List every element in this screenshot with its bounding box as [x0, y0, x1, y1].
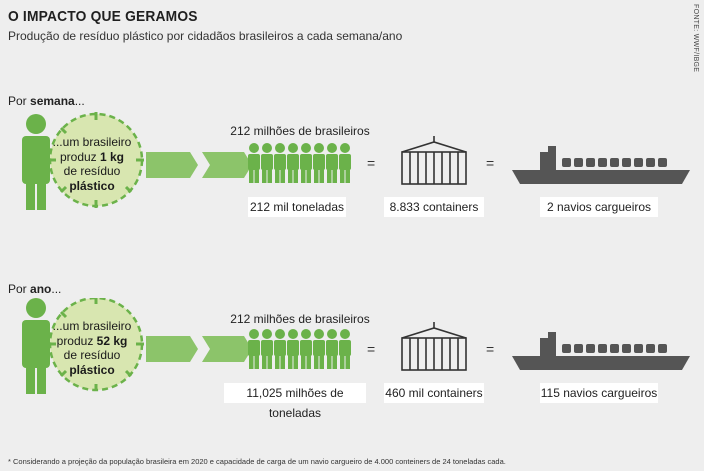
section-label-year: Por ano...: [8, 282, 62, 296]
people-group-icon: [248, 329, 351, 369]
clock-caption: ...um brasileiro produz 52 kg de resíduo…: [52, 319, 132, 377]
week-illustration: = =: [22, 112, 690, 210]
clock-icon: [48, 298, 144, 392]
clock-caption: ...um brasileiro produz 1 kg de resíduo …: [52, 135, 132, 193]
containers-box: 460 mil containers: [384, 383, 484, 403]
source-credit: FONTE: WWF/IBGE: [692, 4, 699, 73]
containers-box: 8.833 containers: [384, 197, 484, 217]
arrow-icon: [146, 336, 252, 362]
week-infographic-row: = = ...um brasileiro produz 1 kg de resí…: [0, 108, 704, 238]
page-subtitle: Produção de resíduo plástico por cidadão…: [8, 29, 403, 43]
people-label: 212 milhões de brasileiros: [230, 124, 370, 138]
footnote: * Considerando a projeção da população b…: [8, 457, 506, 466]
tons-box: 212 mil toneladas: [248, 197, 346, 217]
year-infographic-row: = = ...um brasileiro produz 52 kg de res…: [0, 298, 704, 428]
page-title: O IMPACTO QUE GERAMOS: [8, 8, 198, 25]
section-label-week: Por semana...: [8, 94, 85, 108]
tons-box: 11,025 milhões de toneladas: [224, 383, 366, 420]
container-icon: [401, 136, 467, 185]
cargo-ship-icon: [512, 146, 690, 184]
people-label: 212 milhões de brasileiros: [230, 312, 370, 326]
person-icon: [22, 114, 50, 210]
year-illustration: = =: [22, 298, 690, 394]
container-icon: [401, 322, 467, 371]
ships-box: 115 navios cargueiros: [540, 383, 658, 403]
person-icon: [22, 298, 50, 394]
cargo-ship-icon: [512, 332, 690, 370]
equals-sign: =: [367, 341, 375, 357]
arrow-icon: [146, 152, 252, 178]
equals-sign: =: [486, 341, 494, 357]
equals-sign: =: [367, 155, 375, 171]
equals-sign: =: [486, 155, 494, 171]
clock-icon: [48, 112, 144, 208]
people-group-icon: [248, 143, 351, 183]
ships-box: 2 navios cargueiros: [540, 197, 658, 217]
